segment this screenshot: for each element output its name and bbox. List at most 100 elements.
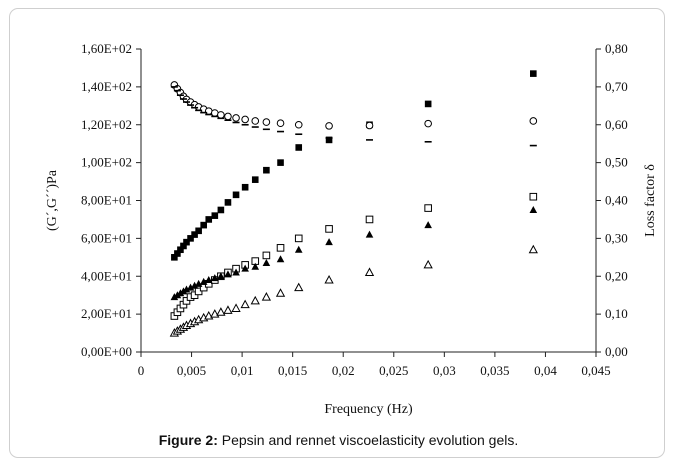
x-tick-label: 0,01: [231, 363, 254, 378]
filled-square-point: [191, 231, 198, 238]
filled-square-point: [224, 199, 232, 206]
filled-square-point: [295, 144, 303, 151]
open-triangle-point: [275, 288, 286, 297]
open-triangle-point: [223, 305, 233, 314]
x-tick-label: 0,045: [581, 363, 610, 378]
filled-square-point: [174, 250, 181, 257]
y-left-tick-label: 1,60E+02: [81, 41, 132, 56]
y-left-tick-label: 0,00E+00: [81, 344, 132, 359]
open-triangle-point: [364, 267, 375, 276]
filled-triangle-point: [529, 205, 538, 213]
open-circle-point: [424, 119, 432, 128]
filled-triangle-point: [204, 276, 213, 284]
x-tick-label: 0,04: [534, 363, 557, 378]
series-dash: [170, 86, 537, 147]
caption-text: Pepsin and rennet viscoelasticity evolut…: [221, 432, 519, 448]
y-right-tick-label: 0,40: [605, 193, 628, 208]
open-circle-point: [262, 118, 271, 126]
filled-triangle-point: [365, 230, 374, 238]
open-triangle-point: [231, 303, 241, 312]
filled-square-point: [241, 183, 249, 191]
x-axis-label: Frequency (Hz): [324, 402, 413, 417]
y-left-tick-label: 2,00E+01: [81, 306, 132, 321]
y-axis-right-label: Loss factor δ: [643, 164, 658, 237]
open-circle-point: [217, 111, 225, 119]
filled-square-point: [183, 238, 190, 246]
y-left-tick-label: 4,00E+01: [81, 268, 132, 283]
y-left-tick-label: 8,00E+01: [81, 193, 132, 208]
figure-frame: [9, 8, 665, 458]
open-triangle-point: [324, 274, 334, 284]
open-square-point: [262, 251, 271, 260]
open-triangle-point: [250, 295, 260, 305]
open-square-point: [325, 225, 333, 233]
data-marks: [169, 70, 538, 337]
open-triangle-point: [423, 259, 433, 269]
filled-triangle-point: [211, 274, 219, 282]
filled-square-point: [205, 216, 213, 223]
filled-square-point: [232, 191, 240, 199]
y-axis-left-label: (G´,G´´)Pa: [45, 169, 60, 231]
open-circle-point: [224, 112, 232, 121]
filled-square-point: [187, 235, 194, 242]
open-square-point: [365, 215, 374, 224]
open-circle-point: [365, 121, 374, 130]
series-filled-triangle: [170, 205, 538, 301]
filled-triangle-point: [186, 283, 195, 291]
open-square-point: [529, 192, 538, 201]
x-tick-label: 0,015: [278, 363, 307, 378]
open-circle-point: [251, 117, 260, 125]
filled-triangle-point: [224, 270, 232, 278]
tick-labels: 0,00E+00 2,00E+01 4,00E+01 6,00E+01 8,00E+01…: [81, 41, 628, 378]
filled-triangle-point: [190, 281, 199, 289]
caption-label: Figure 2:: [158, 432, 218, 448]
filled-triangle-point: [173, 291, 182, 299]
y-right-tick-label: 0,70: [605, 79, 628, 94]
filled-triangle-point: [325, 238, 333, 246]
open-circle-point: [294, 120, 303, 129]
filled-triangle-point: [294, 245, 303, 253]
filled-square-point: [180, 242, 187, 250]
filled-triangle-point: [217, 272, 225, 280]
open-square-point: [424, 204, 432, 212]
figure-caption: Figure 2: Pepsin and rennet viscoelastic…: [0, 432, 677, 448]
x-tick-label: 0,02: [332, 363, 355, 378]
filled-square-point: [177, 246, 184, 254]
filled-square-point: [200, 221, 207, 229]
y-right-tick-label: 0,60: [605, 117, 628, 132]
open-circle-point: [232, 114, 240, 122]
filled-square-point: [424, 100, 432, 108]
y-left-tick-label: 1,00E+02: [81, 155, 132, 170]
filled-triangle-point: [170, 293, 179, 301]
filled-square-point: [263, 166, 270, 174]
series-open-square: [170, 192, 538, 320]
filled-triangle-point: [262, 258, 271, 266]
open-circle-point: [276, 119, 285, 128]
open-triangle-point: [294, 282, 304, 292]
open-square-point: [294, 234, 303, 243]
filled-square-point: [217, 206, 225, 214]
y-right-tick-label: 0,00: [605, 344, 628, 359]
axes: [136, 48, 601, 357]
x-tick-label: 0,005: [177, 363, 206, 378]
open-triangle-point: [240, 299, 250, 309]
filled-square-point: [171, 254, 178, 261]
x-tick-label: 0,025: [379, 363, 408, 378]
filled-square-point: [211, 212, 219, 219]
series-open-triangle: [169, 244, 538, 337]
y-right-tick-label: 0,80: [605, 41, 628, 56]
filled-triangle-point: [182, 285, 191, 293]
filled-square-point: [530, 70, 537, 77]
filled-square-point: [251, 176, 259, 183]
x-tick-label: 0,035: [480, 363, 509, 378]
y-left-tick-label: 1,40E+02: [81, 79, 132, 94]
y-right-tick-label: 0,50: [605, 155, 628, 170]
filled-square-point: [277, 159, 284, 166]
filled-triangle-point: [276, 255, 285, 263]
open-triangle-point: [216, 307, 226, 316]
filled-triangle-point: [424, 221, 432, 229]
y-right-tick-label: 0,10: [605, 306, 628, 321]
filled-triangle-point: [251, 262, 260, 270]
series-open-circle: [170, 81, 538, 130]
filled-triangle-point: [176, 289, 185, 297]
